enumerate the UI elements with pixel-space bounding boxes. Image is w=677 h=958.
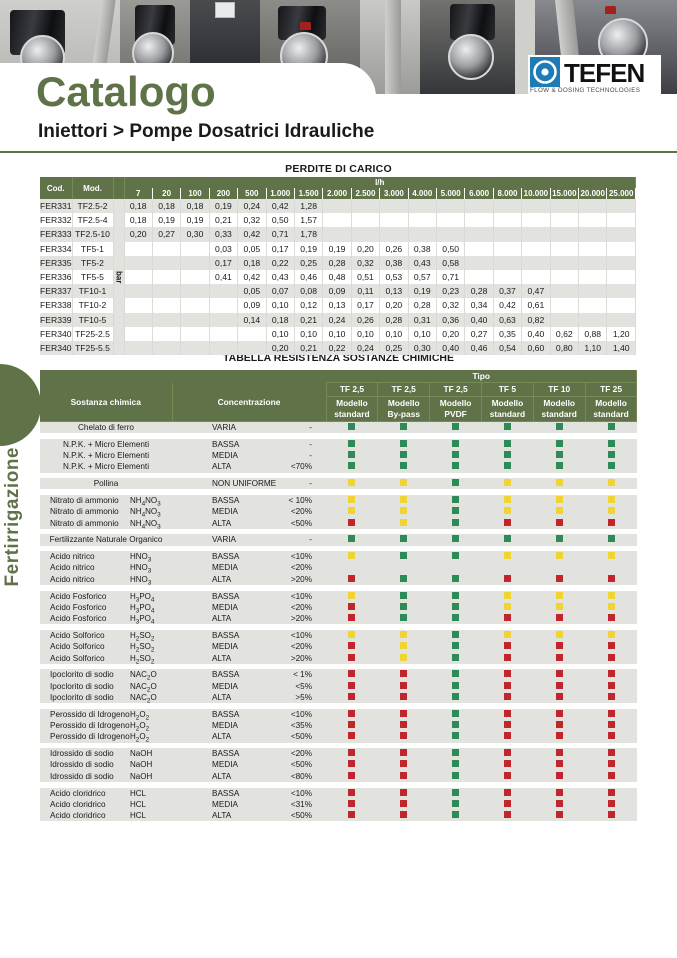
svg-text:TEFEN: TEFEN <box>564 58 644 88</box>
svg-text:FLOW & DOSING TECHNOLOGIES: FLOW & DOSING TECHNOLOGIES <box>530 87 640 94</box>
